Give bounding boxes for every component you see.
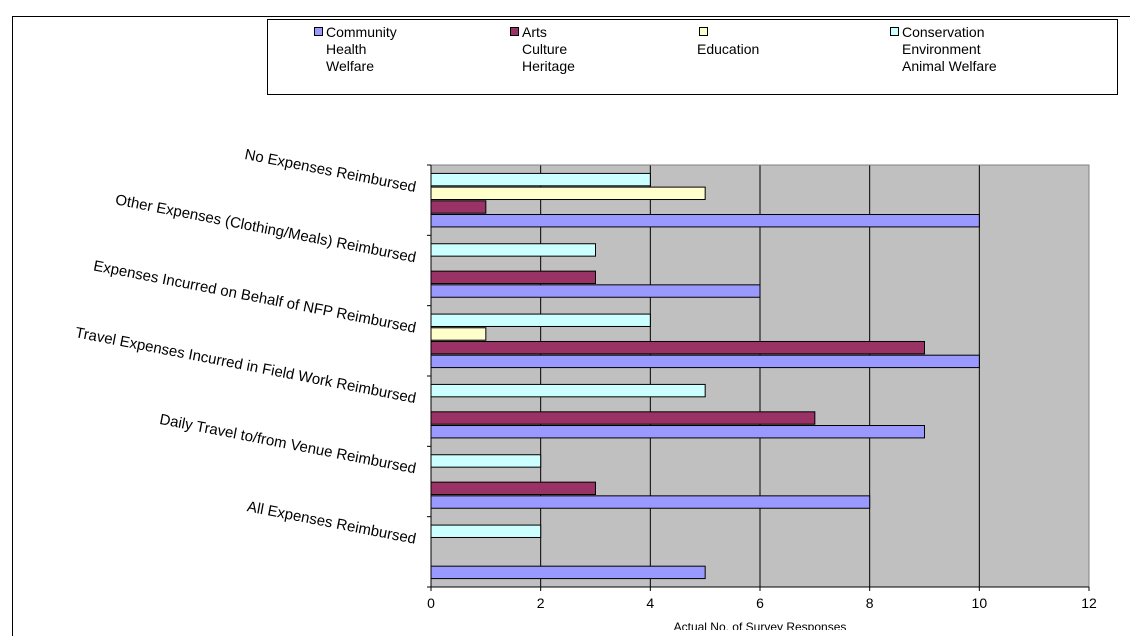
x-tick-label: 8 <box>866 595 874 611</box>
x-tick-label: 4 <box>646 595 654 611</box>
legend-label: Conservation Environment Animal Welfare <box>902 24 997 74</box>
bar <box>430 327 487 341</box>
category-label: Expenses Incurred on Behalf of NFP Reimb… <box>92 257 417 336</box>
legend-swatch <box>699 27 708 36</box>
legend: Community Health Welfare Arts Culture Her… <box>267 19 1118 95</box>
category-label: Travel Expenses Incurred in Field Work R… <box>74 324 418 407</box>
chart-frame <box>12 16 1130 636</box>
category-label: All Expenses Reimbursed <box>246 498 418 547</box>
bar <box>430 214 980 228</box>
bar <box>430 270 596 285</box>
bar <box>430 186 706 201</box>
legend-label: Community Health Welfare <box>326 24 397 74</box>
bar <box>430 313 651 327</box>
bar <box>430 243 596 257</box>
bar <box>430 200 487 214</box>
x-tick-label: 12 <box>1081 595 1097 611</box>
x-tick-label: 0 <box>427 595 435 611</box>
bar <box>430 454 542 468</box>
bar <box>430 172 651 187</box>
bar <box>430 411 816 425</box>
bar <box>430 340 925 355</box>
x-tick-label: 10 <box>972 595 988 611</box>
bar <box>430 383 706 398</box>
bar <box>430 284 761 298</box>
bar <box>430 481 596 496</box>
x-tick-label: 2 <box>537 595 545 611</box>
x-axis-title: Actual No. of Survey Responses <box>674 620 847 630</box>
legend-swatch <box>314 27 323 36</box>
legend-label: Arts Culture Heritage <box>522 24 575 74</box>
legend-label: Education <box>697 41 760 57</box>
bar <box>430 495 871 509</box>
x-tick-label: 6 <box>756 595 764 611</box>
category-label: No Expenses Reimbursed <box>243 146 417 196</box>
bar <box>430 354 980 369</box>
bar <box>430 425 925 439</box>
legend-swatch <box>510 27 519 36</box>
legend-swatch <box>890 27 899 36</box>
bar <box>430 524 542 538</box>
category-label: Other Expenses (Clothing/Meals) Reimburs… <box>114 191 418 266</box>
category-label: Daily Travel to/from Venue Reimbursed <box>158 411 417 477</box>
bar <box>430 565 706 580</box>
